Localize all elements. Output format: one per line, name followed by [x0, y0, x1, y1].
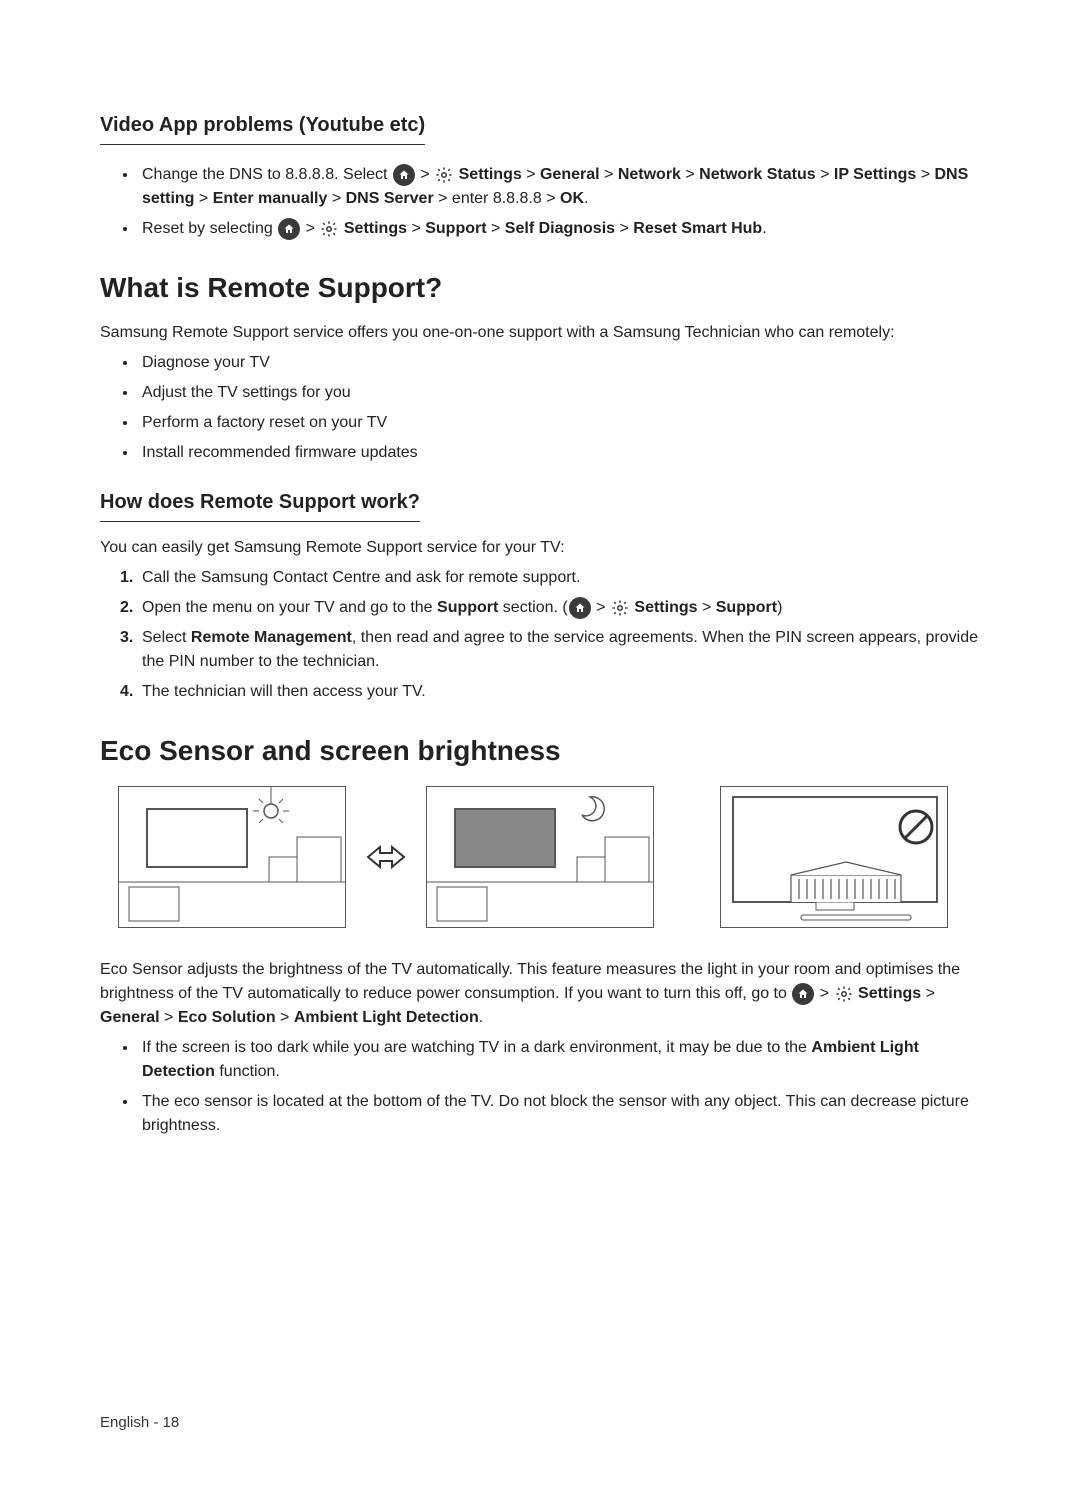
text: Open the menu on your TV and go to the: [142, 599, 437, 616]
self-diag-label: Self Diagnosis: [505, 220, 615, 237]
text: Reset by selecting: [142, 220, 277, 237]
eco-bullet-list: If the screen is too dark while you are …: [100, 1036, 980, 1138]
double-arrow-icon: [364, 843, 408, 871]
heading-remote-support: What is Remote Support?: [100, 267, 980, 309]
text: Eco Sensor adjusts the brightness of the…: [100, 961, 960, 1002]
ip-settings-label: IP Settings: [834, 166, 916, 183]
list-item: Open the menu on your TV and go to the S…: [120, 596, 980, 620]
text: function.: [215, 1063, 280, 1080]
remote-mgmt-label: Remote Management: [191, 629, 352, 646]
support-label: Support: [716, 599, 777, 616]
list-item: If the screen is too dark while you are …: [138, 1036, 980, 1084]
settings-label: Settings: [459, 166, 522, 183]
page-footer: English - 18: [100, 1412, 179, 1435]
settings-label: Settings: [634, 599, 697, 616]
home-icon: [569, 597, 591, 619]
list-item: Diagnose your TV: [138, 351, 980, 375]
list-item: Select Remote Management, then read and …: [120, 626, 980, 674]
text: section. (: [498, 599, 567, 616]
home-icon: [393, 164, 415, 186]
list-item: The eco sensor is located at the bottom …: [138, 1090, 980, 1138]
remote-support-intro: Samsung Remote Support service offers yo…: [100, 321, 980, 345]
list-item: Install recommended firmware updates: [138, 441, 980, 465]
illustration-bright-room: [118, 786, 346, 928]
home-icon: [278, 218, 300, 240]
enter-manually-label: Enter manually: [213, 190, 328, 207]
general-label: General: [100, 1009, 160, 1026]
heading-video-app: Video App problems (Youtube etc): [100, 110, 425, 145]
gear-icon: [435, 166, 453, 184]
dns-server-label: DNS Server: [346, 190, 434, 207]
network-status-label: Network Status: [699, 166, 815, 183]
support-label: Support: [437, 599, 498, 616]
heading-eco-sensor: Eco Sensor and screen brightness: [100, 730, 980, 772]
network-label: Network: [618, 166, 681, 183]
general-label: General: [540, 166, 600, 183]
reset-hub-label: Reset Smart Hub: [633, 220, 762, 237]
section-video-app: Video App problems (Youtube etc) Change …: [100, 110, 980, 241]
video-app-bullet-2: Reset by selecting > Settings > Support …: [138, 217, 980, 241]
eco-solution-label: Eco Solution: [178, 1009, 276, 1026]
how-works-intro: You can easily get Samsung Remote Suppor…: [100, 536, 980, 560]
text: Change the DNS to 8.8.8.8. Select: [142, 166, 392, 183]
text: Select: [142, 629, 191, 646]
illustration-dark-room: [426, 786, 654, 928]
settings-label: Settings: [858, 985, 921, 1002]
text: If the screen is too dark while you are …: [142, 1039, 811, 1056]
how-works-list: Call the Samsung Contact Centre and ask …: [100, 566, 980, 704]
ok-label: OK: [560, 190, 584, 207]
list-item: The technician will then access your TV.: [120, 680, 980, 704]
gear-icon: [320, 220, 338, 238]
video-app-bullet-1: Change the DNS to 8.8.8.8. Select > Sett…: [138, 163, 980, 211]
settings-label: Settings: [344, 220, 407, 237]
section-eco-sensor: Eco Sensor and screen brightness: [100, 730, 980, 1138]
eco-paragraph: Eco Sensor adjusts the brightness of the…: [100, 958, 980, 1030]
list-item: Adjust the TV settings for you: [138, 381, 980, 405]
remote-support-list: Diagnose your TV Adjust the TV settings …: [100, 351, 980, 465]
list-item: Call the Samsung Contact Centre and ask …: [120, 566, 980, 590]
gear-icon: [835, 985, 853, 1003]
heading-how-works: How does Remote Support work?: [100, 487, 420, 522]
video-app-list: Change the DNS to 8.8.8.8. Select > Sett…: [100, 163, 980, 241]
support-label: Support: [425, 220, 486, 237]
enter-dns-text: enter 8.8.8.8: [447, 190, 546, 207]
illustration-sensor-block: [720, 786, 948, 928]
list-item: Perform a factory reset on your TV: [138, 411, 980, 435]
section-remote-support: What is Remote Support? Samsung Remote S…: [100, 267, 980, 465]
illustration-row: [118, 786, 980, 928]
home-icon: [792, 983, 814, 1005]
section-how-works: How does Remote Support work? You can ea…: [100, 487, 980, 704]
gear-icon: [611, 599, 629, 617]
ambient-label: Ambient Light Detection: [294, 1009, 479, 1026]
